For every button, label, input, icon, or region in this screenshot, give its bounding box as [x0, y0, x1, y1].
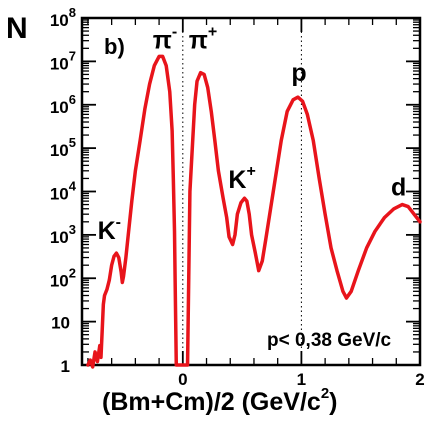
y-tick-label: 10 [51, 314, 70, 333]
y-tick-label: 102 [50, 265, 76, 290]
y-tick-base: 10 [50, 98, 69, 117]
y-tick-exp: 8 [69, 5, 76, 20]
y-tick-label: 104 [50, 179, 77, 204]
annotation-k-plus: K+ [228, 163, 255, 194]
x-axis-label: (Bm+Cm)/2 (GeV/c2) [102, 385, 337, 416]
annotation-base: K [98, 217, 116, 245]
x-axis-label-sup: 2 [321, 385, 329, 402]
annotation-base: π [189, 26, 208, 54]
y-tick-label: 108 [50, 5, 76, 30]
x-axis-label-main: (Bm+Cm)/2 (GeV/c [102, 388, 321, 416]
annotation-sup: - [116, 214, 121, 231]
y-tick-base: 10 [50, 141, 69, 160]
y-tick-exp: 7 [69, 48, 76, 63]
annotation-base: K [228, 166, 246, 194]
x-tick-label: 2 [415, 370, 424, 389]
gridlines [182, 18, 302, 365]
y-tick-exp: 3 [69, 222, 76, 237]
y-tick-exp: 4 [69, 179, 77, 194]
y-tick-label: 107 [50, 48, 76, 73]
y-tick-base: 10 [50, 228, 69, 247]
annotation-sup: + [246, 163, 255, 180]
annotation-sup: + [208, 23, 217, 40]
y-axis-label: N [6, 12, 28, 45]
annotation-pi-minus: π- [153, 23, 177, 54]
annotation-base: π [153, 26, 172, 54]
annotation-k-minus: K- [98, 214, 121, 245]
y-tick-base: 10 [50, 11, 69, 30]
y-tick-label: 105 [50, 135, 76, 160]
annotation-base: d [391, 174, 406, 202]
annotations: π-π+pK+K-d [98, 23, 407, 245]
y-tick-label: 106 [50, 92, 76, 117]
annotation-deuteron: d [391, 174, 406, 202]
annotation-sup: - [172, 23, 177, 40]
x-tick-label: 1 [297, 370, 306, 389]
y-tick-exp: 2 [69, 265, 76, 280]
panel-label: b) [104, 34, 125, 59]
annotation-proton: p [291, 59, 306, 87]
y-tick-label: 1 [61, 357, 70, 376]
x-axis-label-end: ) [329, 388, 337, 416]
y-tick-base: 10 [50, 271, 69, 290]
series-group [86, 54, 422, 369]
y-tick-base: 10 [50, 54, 69, 73]
note-text: p< 0,38 GeV/c [267, 330, 392, 351]
y-tick-exp: 5 [69, 135, 76, 150]
series-line [86, 54, 422, 369]
annotation-pi-plus: π+ [189, 23, 217, 54]
y-minor-ticks [82, 19, 420, 353]
y-tick-label: 103 [50, 222, 76, 247]
y-tick-exp: 6 [69, 92, 76, 107]
x-axis: 0 1 2 [87, 18, 425, 389]
x-tick-label: 0 [178, 370, 187, 389]
annotation-base: p [291, 59, 306, 87]
y-tick-base: 10 [50, 185, 69, 204]
